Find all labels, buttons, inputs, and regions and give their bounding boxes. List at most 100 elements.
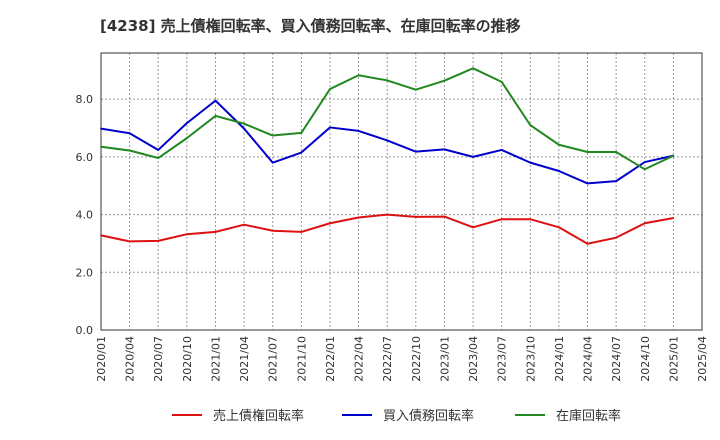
x-tick-label: 2023/07 — [496, 336, 509, 382]
legend: 売上債権回転率 買入債務回転率 在庫回転率 — [172, 408, 621, 424]
data-point — [100, 127, 102, 130]
x-tick-label: 2022/10 — [410, 336, 423, 382]
data-point — [615, 236, 617, 239]
data-point — [186, 137, 188, 139]
y-tick-label: 4.0 — [76, 209, 94, 222]
data-point — [329, 88, 331, 90]
data-point — [558, 143, 560, 146]
data-point — [529, 161, 532, 164]
data-point — [386, 79, 388, 82]
data-point — [443, 79, 446, 82]
chart-title: [4238] 売上債権回転率、買入債務回転率、在庫回転率の推移 — [100, 17, 521, 35]
x-tick-label: 2023/01 — [438, 336, 451, 382]
data-point — [128, 149, 131, 152]
data-point — [443, 148, 446, 151]
data-point — [214, 115, 217, 117]
data-point — [157, 240, 160, 242]
data-point — [500, 81, 503, 83]
data-point — [500, 149, 503, 151]
data-point — [214, 99, 217, 102]
data-point — [357, 130, 360, 132]
grid — [100, 52, 703, 331]
y-tick-label: 0.0 — [76, 324, 94, 337]
data-point — [586, 151, 589, 153]
y-tick-label: 8.0 — [76, 93, 94, 106]
x-tick-label: 2020/07 — [152, 336, 165, 382]
y-tick-label: 6.0 — [76, 151, 94, 164]
data-point — [386, 139, 388, 142]
data-point — [329, 222, 331, 225]
x-tick-label: 2022/01 — [324, 336, 337, 382]
data-point — [643, 222, 646, 225]
series-lines — [100, 67, 675, 245]
data-point — [300, 151, 303, 154]
x-axis-ticks: 2020/01 2020/04 2020/07 2020/10 2021/01 2021/… — [95, 336, 709, 382]
data-point — [186, 233, 188, 236]
data-point — [128, 240, 131, 243]
data-point — [271, 161, 274, 164]
data-point — [558, 170, 560, 172]
x-tick-label: 2021/01 — [209, 336, 222, 382]
data-point — [529, 218, 532, 220]
data-point — [271, 229, 274, 232]
x-tick-label: 2024/07 — [610, 336, 623, 382]
x-tick-label: 2021/07 — [267, 336, 280, 382]
x-tick-label: 2023/04 — [467, 336, 480, 382]
plot-area-border — [100, 52, 703, 331]
data-point — [271, 134, 274, 137]
data-point — [157, 157, 160, 159]
x-tick-label: 2025/04 — [696, 336, 709, 382]
y-tick-label: 2.0 — [76, 266, 94, 279]
data-point — [186, 122, 188, 124]
data-point — [329, 126, 331, 129]
x-tick-label: 2020/04 — [124, 336, 137, 382]
legend-label: 買入債務回転率 — [383, 408, 474, 424]
x-tick-label: 2024/04 — [582, 336, 595, 382]
data-point — [586, 242, 589, 245]
data-point — [643, 161, 646, 163]
x-tick-label: 2022/04 — [353, 336, 366, 382]
data-point — [357, 74, 360, 77]
legend-label: 在庫回転率 — [556, 408, 621, 424]
data-point — [672, 217, 675, 219]
data-point — [529, 124, 532, 126]
data-point — [386, 213, 388, 216]
data-point — [415, 88, 417, 91]
data-point — [415, 150, 417, 153]
data-point — [100, 145, 102, 148]
data-point — [300, 132, 303, 134]
x-tick-label: 2021/04 — [238, 336, 251, 382]
data-point — [128, 132, 131, 135]
data-point — [472, 67, 474, 70]
data-point — [243, 127, 245, 130]
data-point — [415, 216, 417, 218]
data-point — [472, 226, 474, 229]
data-point — [443, 215, 446, 218]
x-tick-label: 2024/10 — [639, 336, 652, 382]
y-axis-ticks: 0.0 2.0 4.0 6.0 8.0 — [76, 93, 94, 337]
x-tick-label: 2020/01 — [95, 336, 108, 382]
data-point — [472, 156, 474, 158]
data-point — [243, 223, 245, 226]
data-point — [243, 122, 245, 125]
data-point — [672, 154, 675, 157]
legend-label: 売上債権回転率 — [213, 408, 304, 424]
data-point — [157, 149, 160, 151]
x-tick-label: 2025/01 — [667, 336, 680, 382]
data-point — [615, 180, 617, 182]
data-point — [586, 182, 589, 185]
x-tick-label: 2022/07 — [381, 336, 394, 382]
x-tick-label: 2021/10 — [295, 336, 308, 382]
data-point — [643, 168, 646, 171]
data-point — [615, 151, 617, 153]
x-tick-label: 2024/01 — [553, 336, 566, 382]
x-tick-label: 2020/10 — [181, 336, 194, 382]
x-tick-label: 2023/10 — [524, 336, 537, 382]
data-point — [214, 231, 217, 233]
data-point — [558, 226, 560, 229]
data-point — [300, 231, 303, 233]
data-point — [100, 234, 102, 237]
data-point — [500, 218, 503, 220]
